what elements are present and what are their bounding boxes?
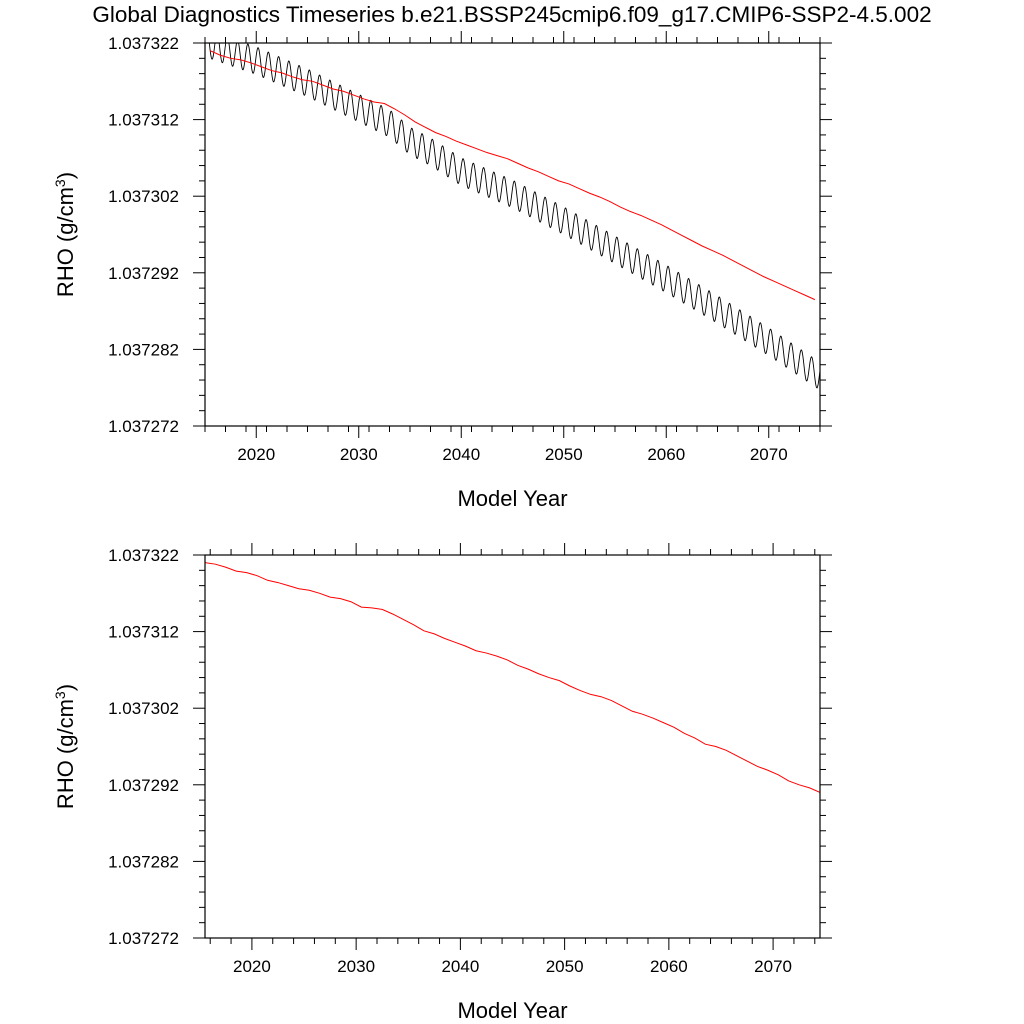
y-tick-label: 1.037302 — [108, 187, 179, 206]
x-tick-label: 2060 — [647, 445, 685, 464]
bottom-chart-panel: 2020 2030 2040 2050 2060 2070 1.037322 1.037312… — [52, 543, 832, 1023]
series-line-monthly — [208, 43, 820, 389]
x-tick-label: 2060 — [650, 957, 688, 976]
x-tick-label: 2030 — [340, 445, 378, 464]
x-tick-label: 2050 — [545, 445, 583, 464]
y-tick-label: 1.037322 — [108, 34, 179, 53]
y-axis-label-sup: 3 — [52, 691, 68, 699]
y-axis-label-close: ) — [53, 172, 78, 179]
y-tick-label: 1.037312 — [108, 111, 179, 130]
plot-frame — [204, 42, 821, 427]
plot-frame — [204, 554, 821, 939]
x-tick-label: 2030 — [337, 957, 375, 976]
x-tick-label: 2040 — [441, 957, 479, 976]
x-tick-label: 2020 — [233, 957, 271, 976]
y-axis-label: RHO (g/cm3) — [52, 684, 78, 809]
y-axis-label: RHO (g/cm3) — [52, 172, 78, 297]
series-line-annual — [209, 50, 816, 301]
y-axis-label-close: ) — [53, 684, 78, 691]
y-tick-label: 1.037292 — [108, 776, 179, 795]
y-tick-label: 1.037272 — [108, 417, 179, 436]
y-tick-label: 1.037292 — [108, 264, 179, 283]
y-tick-label: 1.037272 — [108, 929, 179, 948]
y-tick-label: 1.037302 — [108, 699, 179, 718]
x-tick-label: 2070 — [750, 445, 788, 464]
y-tick-label: 1.037282 — [108, 852, 179, 871]
y-tick-label: 1.037322 — [108, 546, 179, 565]
page-title: Global Diagnostics Timeseries b.e21.BSSP… — [92, 2, 932, 27]
y-axis-label-main: RHO (g/cm — [53, 187, 78, 297]
series-line-annual — [205, 562, 820, 793]
x-tick-label: 2070 — [754, 957, 792, 976]
top-chart-panel: 2020 2030 2040 2050 2060 2070 1.037322 1.037312… — [52, 31, 832, 511]
x-axis-label: Model Year — [457, 998, 567, 1023]
y-axis-label-main: RHO (g/cm — [53, 699, 78, 809]
x-tick-label: 2050 — [546, 957, 584, 976]
x-axis-label: Model Year — [457, 486, 567, 511]
y-tick-label: 1.037282 — [108, 340, 179, 359]
y-tick-label: 1.037312 — [108, 623, 179, 642]
x-tick-label: 2040 — [442, 445, 480, 464]
y-axis-label-sup: 3 — [52, 179, 68, 187]
x-tick-label: 2020 — [237, 445, 275, 464]
